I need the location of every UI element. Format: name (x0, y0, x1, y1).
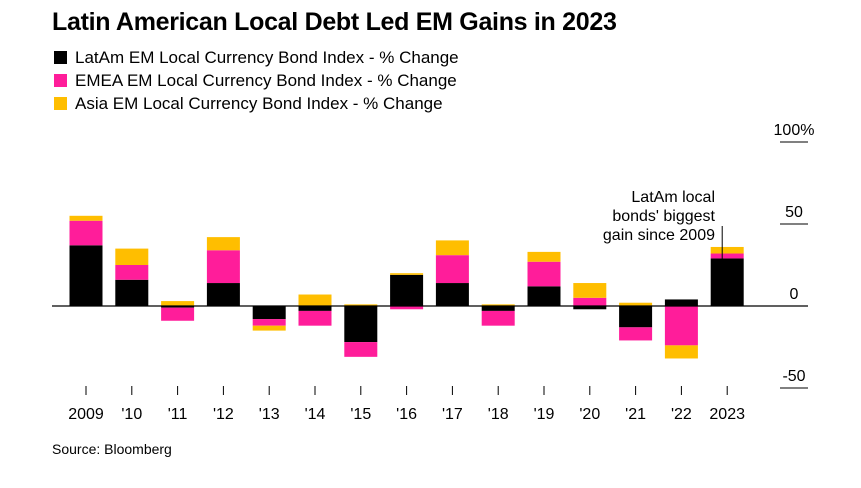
bar-2009-series-1 (69, 220, 103, 246)
bar-18-series-2 (481, 304, 515, 306)
x-tick-label-11: '11 (168, 406, 188, 423)
x-tick-label-2023: 2023 (709, 406, 745, 423)
x-tick-label-17: '17 (442, 406, 463, 423)
annotation-line-2: gain since 2009 (603, 227, 715, 244)
bar-2023-series-0 (710, 258, 744, 306)
x-tick-label-22: '22 (671, 406, 692, 423)
x-tick-label-10: '10 (121, 406, 142, 423)
bar-10-series-0 (115, 279, 149, 306)
bar-2009-series-2 (69, 215, 103, 221)
legend-item-emea: EMEA EM Local Currency Bond Index - % Ch… (54, 69, 459, 92)
x-tick-label-14: '14 (305, 406, 326, 423)
annotation-line-0: LatAm local (631, 189, 715, 206)
legend-label-latam: LatAm EM Local Currency Bond Index - % C… (75, 47, 459, 67)
bar-21-series-1 (619, 327, 653, 341)
bar-19-series-2 (527, 251, 561, 262)
bar-18-series-1 (481, 310, 515, 326)
legend-label-asia: Asia EM Local Currency Bond Index - % Ch… (75, 93, 443, 113)
legend-swatch-asia (54, 97, 67, 110)
bar-11-series-1 (161, 307, 195, 321)
bar-11-series-0 (161, 306, 195, 308)
y-tick-label-3: -50 (782, 368, 805, 385)
bar-15-series-2 (344, 304, 378, 306)
x-tick-label-12: '12 (213, 406, 234, 423)
bar-20-series-2 (573, 283, 607, 298)
bar-17-series-0 (435, 283, 469, 306)
x-tick-label-19: '19 (534, 406, 555, 423)
annotation-line-1: bonds' biggest (612, 208, 715, 225)
legend-swatch-emea (54, 74, 67, 87)
bar-21-series-2 (619, 302, 653, 306)
bar-18-series-0 (481, 306, 515, 311)
bar-19-series-1 (527, 261, 561, 287)
bar-16-series-2 (390, 273, 424, 275)
x-tick-label-20: '20 (579, 406, 600, 423)
annotation-text: LatAm local bonds' biggest gain since 2009 (603, 189, 716, 244)
bar-20-series-0 (573, 306, 607, 310)
bar-20-series-1 (573, 297, 607, 306)
x-tick-label-2009: 2009 (68, 406, 104, 423)
bar-17-series-2 (435, 240, 469, 256)
bar-13-series-2 (252, 325, 286, 331)
bar-2009-series-0 (69, 245, 103, 306)
bar-2023-series-2 (710, 246, 744, 254)
legend-swatch-latam (54, 51, 67, 64)
chart-source: Source: Bloomberg (52, 441, 172, 457)
bar-17-series-1 (435, 255, 469, 284)
bar-19-series-0 (527, 286, 561, 306)
bar-2023-series-1 (710, 253, 744, 259)
bar-11-series-2 (161, 301, 195, 306)
bar-10-series-2 (115, 248, 149, 265)
x-tick-label-15: '15 (350, 406, 371, 423)
bar-15-series-1 (344, 342, 378, 357)
x-tick-label-21: '21 (625, 406, 646, 423)
bar-13-series-0 (252, 306, 286, 320)
y-tick-label-1: 50 (785, 204, 803, 221)
bar-12-series-0 (206, 283, 240, 306)
x-tick-label-13: '13 (259, 406, 280, 423)
bar-13-series-1 (252, 319, 286, 326)
bar-15-series-0 (344, 306, 378, 343)
x-tick-label-16: '16 (396, 406, 417, 423)
legend-label-emea: EMEA EM Local Currency Bond Index - % Ch… (75, 70, 457, 90)
bar-16-series-1 (390, 306, 424, 310)
bar-14-series-1 (298, 310, 332, 326)
y-tick-label-0: 100% (774, 122, 815, 139)
bar-16-series-0 (390, 274, 424, 306)
bar-21-series-0 (619, 306, 653, 328)
x-tick-label-18: '18 (488, 406, 509, 423)
bar-12-series-2 (206, 237, 240, 251)
bar-22-series-2 (664, 345, 698, 359)
bar-14-series-0 (298, 306, 332, 311)
bar-22-series-1 (664, 306, 698, 346)
bar-14-series-2 (298, 294, 332, 306)
bar-22-series-0 (664, 299, 698, 306)
bar-10-series-1 (115, 265, 149, 280)
bar-12-series-1 (206, 250, 240, 284)
legend-item-asia: Asia EM Local Currency Bond Index - % Ch… (54, 92, 459, 115)
legend-item-latam: LatAm EM Local Currency Bond Index - % C… (54, 46, 459, 69)
chart-legend: LatAm EM Local Currency Bond Index - % C… (54, 46, 459, 115)
chart-title: Latin American Local Debt Led EM Gains i… (52, 8, 617, 36)
y-tick-label-2: 0 (790, 286, 799, 303)
